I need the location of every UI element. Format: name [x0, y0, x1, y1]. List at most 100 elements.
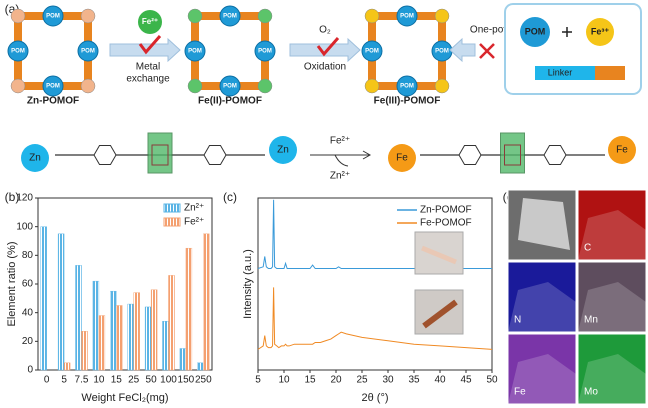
x-tick-label: 15 — [304, 375, 316, 386]
x-tick-label: 20 — [330, 375, 342, 386]
eds-map — [577, 261, 647, 333]
element-label: C — [584, 243, 591, 254]
eds-signal — [578, 282, 646, 332]
byproduct-label: Zn²⁺ — [330, 171, 350, 182]
pom-sphere — [77, 40, 99, 62]
pom-label: POM — [258, 49, 272, 55]
pom-sphere — [361, 40, 383, 62]
reagent-label: Fe²⁺ — [330, 136, 350, 147]
eds-map — [577, 189, 647, 261]
bar — [116, 305, 123, 371]
x-tick-label: 40 — [434, 375, 446, 386]
bar — [133, 292, 140, 371]
crystal — [422, 299, 458, 329]
y-axis-label: Element ratio (%) — [6, 242, 18, 327]
metal-ion — [21, 144, 49, 172]
bar — [144, 306, 152, 371]
metal-ion — [388, 144, 416, 172]
pom-label: POM — [400, 84, 414, 90]
pom-sphere — [184, 40, 206, 62]
ion-label: Fe³⁺ — [591, 26, 610, 36]
cross-mark — [479, 43, 495, 59]
legend-label: Fe-POMOF — [420, 218, 472, 229]
eds-signal — [578, 354, 646, 404]
cage-core — [151, 144, 169, 166]
pom-label: POM — [400, 14, 414, 20]
xrd-line — [257, 199, 492, 270]
x-tick-label: 0 — [44, 375, 50, 386]
bar — [150, 289, 158, 371]
pom-label: POM — [11, 49, 25, 55]
y-tick-label: 60 — [22, 279, 34, 290]
x-tick-label: 250 — [195, 375, 212, 386]
eds-signal — [508, 282, 576, 332]
metal-ion — [269, 136, 297, 164]
x-tick-label: 5 — [61, 375, 67, 386]
check-mark — [138, 35, 162, 55]
bar — [40, 226, 47, 371]
benzene-ring — [93, 144, 117, 166]
plot-frame — [257, 197, 493, 371]
bar — [57, 233, 65, 371]
metal-node — [364, 78, 380, 94]
x-tick-label: 100 — [160, 375, 177, 386]
legend-swatch — [163, 217, 181, 227]
bar — [63, 362, 71, 371]
linker-label: Linker — [548, 67, 573, 77]
step-label: One-pot — [470, 25, 506, 36]
x-axis-label: 2θ (°) — [361, 392, 388, 404]
pom-sphere — [254, 40, 276, 62]
pom-label: POM — [46, 84, 60, 90]
inset-photo — [414, 231, 464, 275]
frame-label: Fe(II)-POMOF — [198, 96, 262, 107]
x-axis-label: Weight FeCl₂(mg) — [81, 392, 168, 404]
tem-particle — [518, 198, 570, 250]
eds-map — [507, 261, 577, 333]
fe2-sphere — [138, 10, 162, 34]
pom-sphere — [42, 5, 64, 27]
pom-label: POM — [525, 26, 546, 36]
pom-label: POM — [188, 49, 202, 55]
metal-node — [364, 8, 380, 24]
x-tick-label: 10 — [93, 375, 105, 386]
metal-label: Zn — [277, 145, 289, 156]
pom-sphere — [520, 17, 550, 47]
element-label: Fe — [514, 387, 526, 398]
metal-node — [10, 8, 26, 24]
metal-node — [434, 78, 450, 94]
bar — [197, 362, 204, 371]
ion-label: Fe²⁺ — [142, 17, 158, 26]
panel-label: (b) — [5, 190, 20, 204]
pom-label: POM — [81, 49, 95, 55]
y-axis-label: Intensity (a.u.) — [242, 249, 254, 319]
x-tick-label: 15 — [111, 375, 123, 386]
y-tick-label: 100 — [16, 221, 33, 232]
xrd-line — [257, 287, 493, 350]
x-tick-label: 7.5 — [75, 375, 89, 386]
y-tick-label: 20 — [22, 336, 34, 347]
legend-label: Zn-POMOF — [420, 205, 472, 216]
bar — [168, 275, 175, 371]
pom-label: POM — [223, 84, 237, 90]
eds-map — [577, 333, 647, 405]
reaction-arrow — [310, 150, 372, 160]
pom-label: POM — [435, 49, 449, 55]
x-tick-label: 30 — [382, 375, 394, 386]
eds-map — [507, 333, 577, 405]
step-label: Metal — [136, 62, 160, 73]
pom-label: POM — [223, 14, 237, 20]
metal-node — [257, 8, 273, 24]
step-label: exchange — [126, 74, 170, 85]
metal-node — [187, 78, 203, 94]
metal-label: Zn — [29, 153, 41, 164]
bar — [185, 247, 193, 371]
pom-label: POM — [365, 49, 379, 55]
y-tick-label: 120 — [16, 193, 33, 204]
pom-sphere — [42, 75, 64, 97]
linker-cap — [595, 66, 625, 80]
frame-label: Zn-POMOF — [27, 96, 79, 107]
cage-core — [504, 144, 521, 166]
y-tick-label: 40 — [22, 307, 34, 318]
eds-signal — [508, 354, 576, 404]
